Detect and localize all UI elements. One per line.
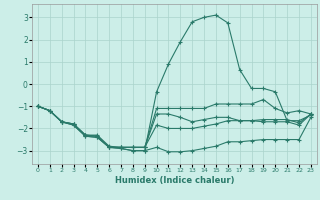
X-axis label: Humidex (Indice chaleur): Humidex (Indice chaleur): [115, 176, 234, 185]
